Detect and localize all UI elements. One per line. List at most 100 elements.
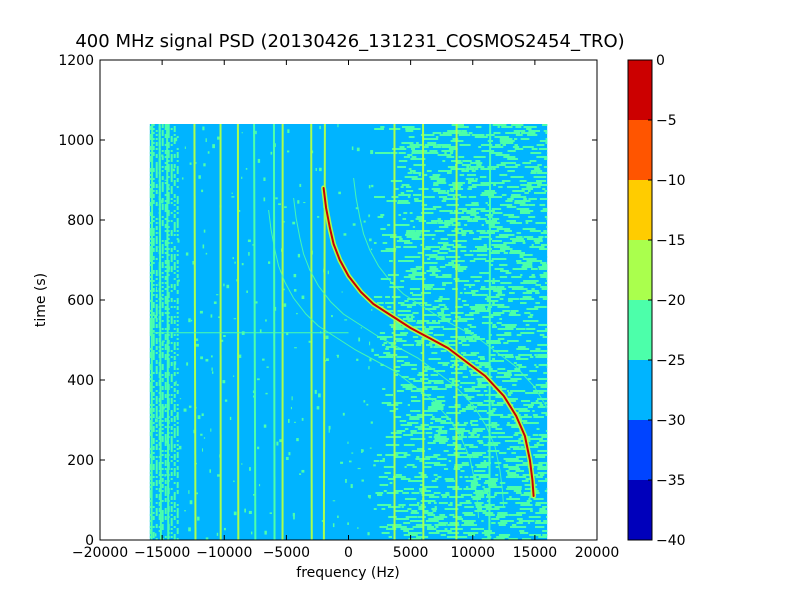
- noise-cell: [433, 190, 446, 192]
- noise-cell: [469, 286, 472, 288]
- noise-cell: [474, 246, 488, 248]
- edge-cell: [173, 268, 176, 270]
- noise-cell: [494, 136, 509, 138]
- noise-cell: [449, 366, 454, 368]
- edge-cell: [176, 522, 179, 524]
- noise-cell: [395, 374, 399, 376]
- edge-cell: [161, 282, 164, 284]
- noise-cell: [374, 354, 379, 356]
- speckle-cell: [367, 532, 370, 536]
- noise-cell: [536, 330, 548, 332]
- speckle-cell: [269, 512, 273, 514]
- noise-cell: [423, 366, 430, 368]
- noise-cell: [496, 514, 509, 516]
- edge-cell: [173, 396, 176, 398]
- speckle-cell: [286, 332, 289, 336]
- edge-cell: [149, 318, 152, 320]
- edge-cell: [173, 420, 176, 422]
- noise-cell: [465, 396, 475, 398]
- noise-cell: [408, 274, 424, 276]
- edge-cell: [152, 394, 155, 396]
- noise-cell: [378, 356, 394, 358]
- edge-cell: [161, 406, 164, 408]
- edge-cell: [152, 330, 155, 332]
- noise-cell: [507, 340, 519, 342]
- edge-cell: [164, 348, 167, 350]
- edge-cell: [170, 170, 173, 172]
- edge-cell: [173, 510, 176, 512]
- edge-cell: [173, 390, 176, 392]
- noise-cell: [431, 272, 436, 274]
- edge-cell: [149, 232, 152, 234]
- speckle-cell: [336, 354, 339, 356]
- speckle-cell: [203, 163, 206, 167]
- noise-cell: [442, 274, 452, 276]
- speckle-cell: [221, 339, 224, 342]
- noise-cell: [441, 310, 445, 312]
- speckle-cell: [200, 433, 203, 436]
- speckle-cell: [236, 279, 238, 282]
- noise-cell: [526, 128, 532, 130]
- colorbar-segment: [628, 360, 652, 420]
- noise-cell: [511, 194, 521, 196]
- noise-cell: [462, 376, 468, 378]
- noise-cell: [497, 292, 503, 294]
- noise-cell: [418, 174, 421, 176]
- noise-cell: [519, 530, 525, 532]
- edge-cell: [173, 424, 176, 426]
- noise-cell: [410, 430, 417, 432]
- noise-cell: [505, 460, 508, 462]
- edge-cell: [161, 512, 164, 514]
- edge-cell: [155, 468, 158, 470]
- noise-cell: [406, 306, 412, 308]
- edge-cell: [152, 230, 155, 232]
- noise-cell: [435, 526, 439, 528]
- edge-cell: [155, 510, 158, 512]
- noise-cell: [544, 282, 548, 284]
- noise-cell: [412, 312, 419, 314]
- speckle-cell: [270, 151, 273, 155]
- noise-cell: [445, 492, 450, 494]
- noise-cell: [488, 252, 500, 254]
- noise-cell: [388, 342, 397, 344]
- noise-cell: [515, 236, 523, 238]
- edge-cell: [170, 128, 173, 130]
- edge-cell: [152, 248, 155, 250]
- edge-cell: [155, 300, 158, 302]
- edge-cell: [164, 406, 167, 408]
- noise-cell: [406, 230, 416, 232]
- noise-cell: [481, 538, 491, 540]
- noise-cell: [419, 490, 432, 492]
- edge-cell: [149, 324, 152, 326]
- edge-cell: [176, 180, 179, 182]
- edge-cell: [176, 250, 179, 252]
- edge-cell: [164, 492, 167, 494]
- speckle-cell: [343, 233, 347, 236]
- noise-cell: [487, 166, 500, 168]
- colorbar-tick-label: −40: [656, 533, 686, 549]
- edge-cell: [155, 138, 158, 140]
- noise-cell: [435, 478, 439, 480]
- edge-cell: [173, 182, 176, 184]
- edge-cell: [149, 202, 152, 204]
- noise-cell: [458, 318, 474, 320]
- speckle-cell: [315, 167, 317, 172]
- noise-cell: [495, 294, 506, 296]
- edge-cell: [155, 270, 158, 272]
- edge-cell: [170, 158, 173, 160]
- edge-cell: [155, 444, 158, 446]
- edge-cell: [173, 482, 176, 484]
- noise-cell: [538, 480, 548, 482]
- noise-cell: [395, 518, 410, 520]
- noise-cell: [382, 458, 385, 460]
- edge-cell: [149, 412, 152, 414]
- noise-cell: [492, 124, 507, 126]
- edge-cell: [176, 324, 179, 326]
- noise-cell: [503, 156, 516, 158]
- noise-cell: [522, 264, 533, 266]
- speckle-cell: [259, 329, 262, 333]
- noise-cell: [451, 260, 465, 262]
- noise-cell: [524, 446, 539, 448]
- edge-cell: [149, 354, 152, 356]
- noise-cell: [456, 394, 462, 396]
